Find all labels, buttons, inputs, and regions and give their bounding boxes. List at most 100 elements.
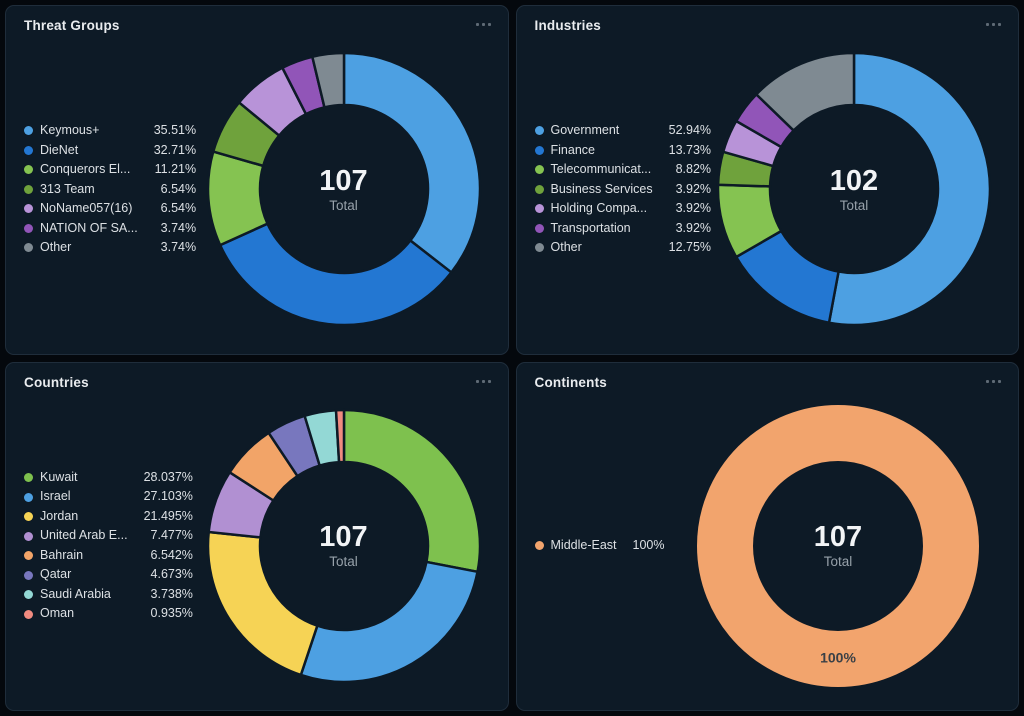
ellipsis-icon	[475, 23, 491, 26]
ellipsis-icon	[986, 379, 1001, 383]
donut-wrap: 107 Total	[206, 408, 482, 684]
donut-chart: 100%	[697, 404, 979, 687]
legend-swatch-icon	[24, 184, 33, 194]
legend-value: 32.71%	[153, 142, 197, 157]
legend-value: 100%	[632, 538, 665, 552]
donut-slice[interactable]	[310, 52, 345, 109]
legend-label: Oman	[40, 606, 75, 621]
legend-label: Other	[40, 240, 72, 254]
legend-label: Holding Compa...	[550, 201, 648, 215]
legend-label: Government	[550, 123, 620, 137]
legend-swatch-icon	[24, 243, 33, 253]
legend-swatch-icon	[24, 223, 33, 233]
legend-swatch-icon	[24, 473, 33, 482]
legend-swatch-icon	[534, 145, 544, 155]
legend-entry[interactable]: Other	[534, 238, 653, 258]
legend-entry[interactable]: Finance	[534, 141, 653, 161]
legend-value: 11.21%	[154, 162, 197, 176]
legend-value: 13.73%	[668, 142, 712, 157]
legend-label: Finance	[550, 142, 595, 157]
legend-entry[interactable]: Kuwait	[24, 468, 128, 488]
legend-swatch-icon	[24, 531, 33, 541]
panel-industries: Industries Government 52.94% Finance 13.73%…	[515, 5, 1019, 355]
panel-menu-button[interactable]	[983, 375, 1004, 388]
legend-entry[interactable]: Government	[534, 121, 653, 141]
legend-entry[interactable]: DieNet	[24, 141, 138, 161]
legend-label: NATION OF SA...	[40, 220, 138, 235]
legend-value: 3.92%	[675, 181, 712, 196]
panel-menu-button[interactable]	[983, 18, 1004, 31]
legend-label: Business Services	[550, 181, 653, 196]
panel-title: Industries	[534, 18, 602, 33]
legend-value: 8.82%	[675, 162, 712, 176]
legend-entry[interactable]: Jordan	[24, 507, 128, 527]
donut-wrap: 107 Total	[206, 51, 482, 327]
legend-label: Conquerors El...	[40, 162, 131, 176]
legend-swatch-icon	[534, 204, 544, 214]
donut-slice[interactable]	[334, 408, 345, 464]
panel-threat-groups: Threat Groups Keymous+ 35.51% DieNet 32.71%…	[5, 5, 509, 355]
legend-entry[interactable]: Other	[24, 238, 138, 258]
donut-slice[interactable]	[342, 408, 481, 573]
donut-slice[interactable]	[755, 52, 856, 133]
legend-entry[interactable]: NATION OF SA...	[24, 219, 138, 239]
legend-entry[interactable]: Conquerors El...	[24, 160, 138, 180]
panel-menu-button[interactable]	[473, 18, 494, 31]
legend-entry[interactable]: Business Services	[534, 180, 653, 200]
legend-entry[interactable]: Middle-East	[534, 536, 617, 556]
legend-entry[interactable]: Transportation	[534, 219, 653, 239]
legend-swatch-icon	[24, 551, 33, 560]
panel-menu-button[interactable]	[473, 375, 494, 388]
panel-header: Continents	[517, 363, 1019, 390]
legend-entry[interactable]: United Arab E...	[24, 526, 128, 546]
donut-slice[interactable]	[206, 530, 319, 676]
donut-slice[interactable]	[697, 404, 979, 687]
legend-value: 3.74%	[160, 240, 197, 254]
donut-slice[interactable]	[299, 560, 479, 683]
legend-entry[interactable]: Keymous+	[24, 121, 138, 141]
legend-entry[interactable]: Oman	[24, 604, 128, 624]
legend-value: 35.51%	[153, 123, 197, 137]
legend-value: 27.103%	[143, 489, 193, 504]
legend-value: 6.542%	[150, 547, 193, 562]
legend-label: Qatar	[40, 567, 72, 582]
legend: Kuwait 28.037% Israel 27.103% Jordan 21.495% U…	[24, 468, 193, 624]
legend-label: 313 Team	[40, 181, 95, 196]
legend-entry[interactable]: Saudi Arabia	[24, 585, 128, 605]
legend-value: 7.477%	[150, 528, 193, 543]
legend-entry[interactable]: 313 Team	[24, 180, 138, 200]
legend: Middle-East 100%	[534, 536, 665, 556]
panel-title: Threat Groups	[24, 18, 120, 33]
donut-chart	[716, 52, 992, 327]
legend-value: 3.92%	[675, 220, 712, 235]
panel-title: Countries	[24, 374, 89, 390]
donut-slice[interactable]	[827, 52, 992, 327]
panel-title: Continents	[534, 374, 607, 390]
legend-value: 52.94%	[668, 123, 712, 137]
legend-entry[interactable]: NoName057(16)	[24, 199, 138, 219]
panel-body: Government 52.94% Finance 13.73% Telecommuni…	[517, 33, 1019, 354]
legend-swatch-icon	[24, 590, 33, 599]
legend-label: DieNet	[40, 142, 79, 157]
legend-swatch-icon	[24, 145, 33, 155]
legend-label: Other	[550, 240, 582, 254]
legend-value: 3.92%	[675, 201, 712, 215]
legend-value: 4.673%	[150, 567, 193, 582]
donut-wrap: 102 Total	[716, 51, 992, 327]
donut-slice[interactable]	[218, 222, 453, 327]
legend-value: 0.935%	[150, 606, 193, 621]
legend-value: 3.74%	[160, 220, 197, 235]
legend-swatch-icon	[534, 541, 544, 551]
legend-value: 3.738%	[150, 586, 193, 601]
legend-entry[interactable]: Qatar	[24, 565, 128, 585]
legend-entry[interactable]: Holding Compa...	[534, 199, 653, 219]
legend-entry[interactable]: Bahrain	[24, 546, 128, 566]
donut-chart	[206, 408, 481, 683]
legend-swatch-icon	[24, 512, 33, 521]
legend-label: Transportation	[550, 220, 631, 235]
legend-entry[interactable]: Israel	[24, 487, 128, 507]
legend-entry[interactable]: Telecommunicat...	[534, 160, 653, 180]
legend-swatch-icon	[24, 126, 33, 136]
legend-swatch-icon	[534, 165, 544, 175]
donut-slice[interactable]	[342, 52, 481, 274]
